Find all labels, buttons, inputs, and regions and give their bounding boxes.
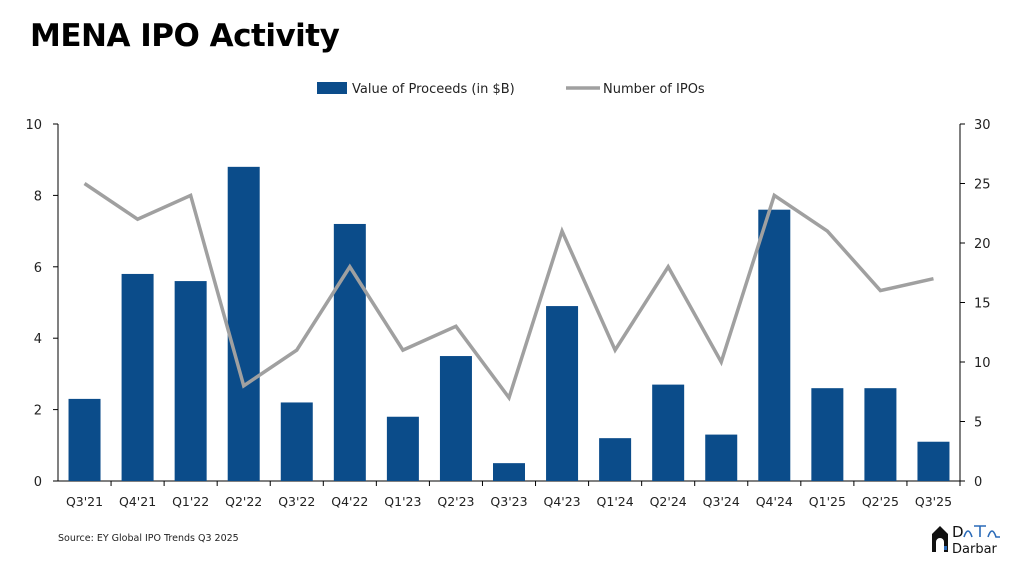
svg-text:Darbar: Darbar	[952, 542, 998, 556]
bar-Q2'25	[864, 388, 897, 481]
x-tick-label: Q4'22	[331, 494, 368, 509]
bar-Q1'25	[811, 388, 844, 481]
bar-Q2'23	[439, 356, 472, 481]
right-tick-label: 5	[974, 416, 982, 431]
bar-Q1'22	[174, 281, 207, 481]
x-tick-label: Q3'24	[703, 494, 740, 509]
right-tick-label: 0	[974, 475, 982, 490]
bar-Q2'24	[652, 384, 685, 481]
right-tick-label: 15	[974, 297, 991, 312]
x-tick-label: Q4'21	[119, 494, 156, 509]
right-tick-label: 10	[974, 356, 991, 371]
x-tick-label: Q1'25	[809, 494, 846, 509]
x-tick-label: Q2'23	[437, 494, 474, 509]
x-tick-label: Q4'24	[756, 494, 793, 509]
left-tick-label: 6	[34, 261, 42, 276]
x-tick-label: Q1'24	[597, 494, 634, 509]
right-tick-label: 30	[974, 118, 991, 133]
x-tick-label: Q3'23	[490, 494, 527, 509]
bar-Q1'24	[599, 438, 632, 481]
left-tick-label: 10	[25, 118, 42, 133]
left-tick-label: 0	[34, 475, 42, 490]
x-tick-label: Q1'22	[172, 494, 209, 509]
left-tick-label: 4	[34, 332, 42, 347]
x-tick-label: Q4'23	[543, 494, 580, 509]
source-note: Source: EY Global IPO Trends Q3 2025	[58, 533, 239, 544]
left-tick-label: 2	[34, 404, 42, 419]
bar-Q3'21	[68, 398, 101, 481]
bar-Q3'24	[705, 434, 738, 481]
right-tick-label: 25	[974, 178, 991, 193]
data-darbar-logo: D Darbar	[928, 520, 1008, 560]
chart-title: MENA IPO Activity	[30, 18, 340, 54]
bar-Q3'23	[493, 463, 525, 481]
x-tick-label: Q3'22	[278, 494, 315, 509]
bar-Q3'25	[917, 441, 950, 481]
x-tick-label: Q2'24	[650, 494, 687, 509]
bar-Q4'24	[758, 209, 791, 481]
svg-text:D: D	[952, 523, 964, 541]
bar-Q4'23	[546, 306, 579, 481]
left-tick-label: 8	[34, 189, 42, 204]
legend-label-ipos: Number of IPOs	[603, 82, 705, 97]
x-tick-label: Q1'23	[384, 494, 421, 509]
x-tick-label: Q3'25	[915, 494, 952, 509]
line-number-of-ipos	[83, 182, 934, 402]
bar-Q2'22	[227, 166, 260, 481]
legend-swatch-proceeds	[317, 82, 347, 94]
bar-Q3'22	[280, 402, 313, 481]
x-tick-label: Q2'25	[862, 494, 899, 509]
legend-label-proceeds: Value of Proceeds (in $B)	[352, 82, 515, 97]
bar-Q1'23	[386, 416, 419, 481]
bar-Q4'22	[333, 223, 366, 481]
right-tick-label: 20	[974, 237, 991, 252]
bar-Q4'21	[121, 273, 154, 481]
x-tick-label: Q2'22	[225, 494, 262, 509]
x-tick-label: Q3'21	[66, 494, 103, 509]
